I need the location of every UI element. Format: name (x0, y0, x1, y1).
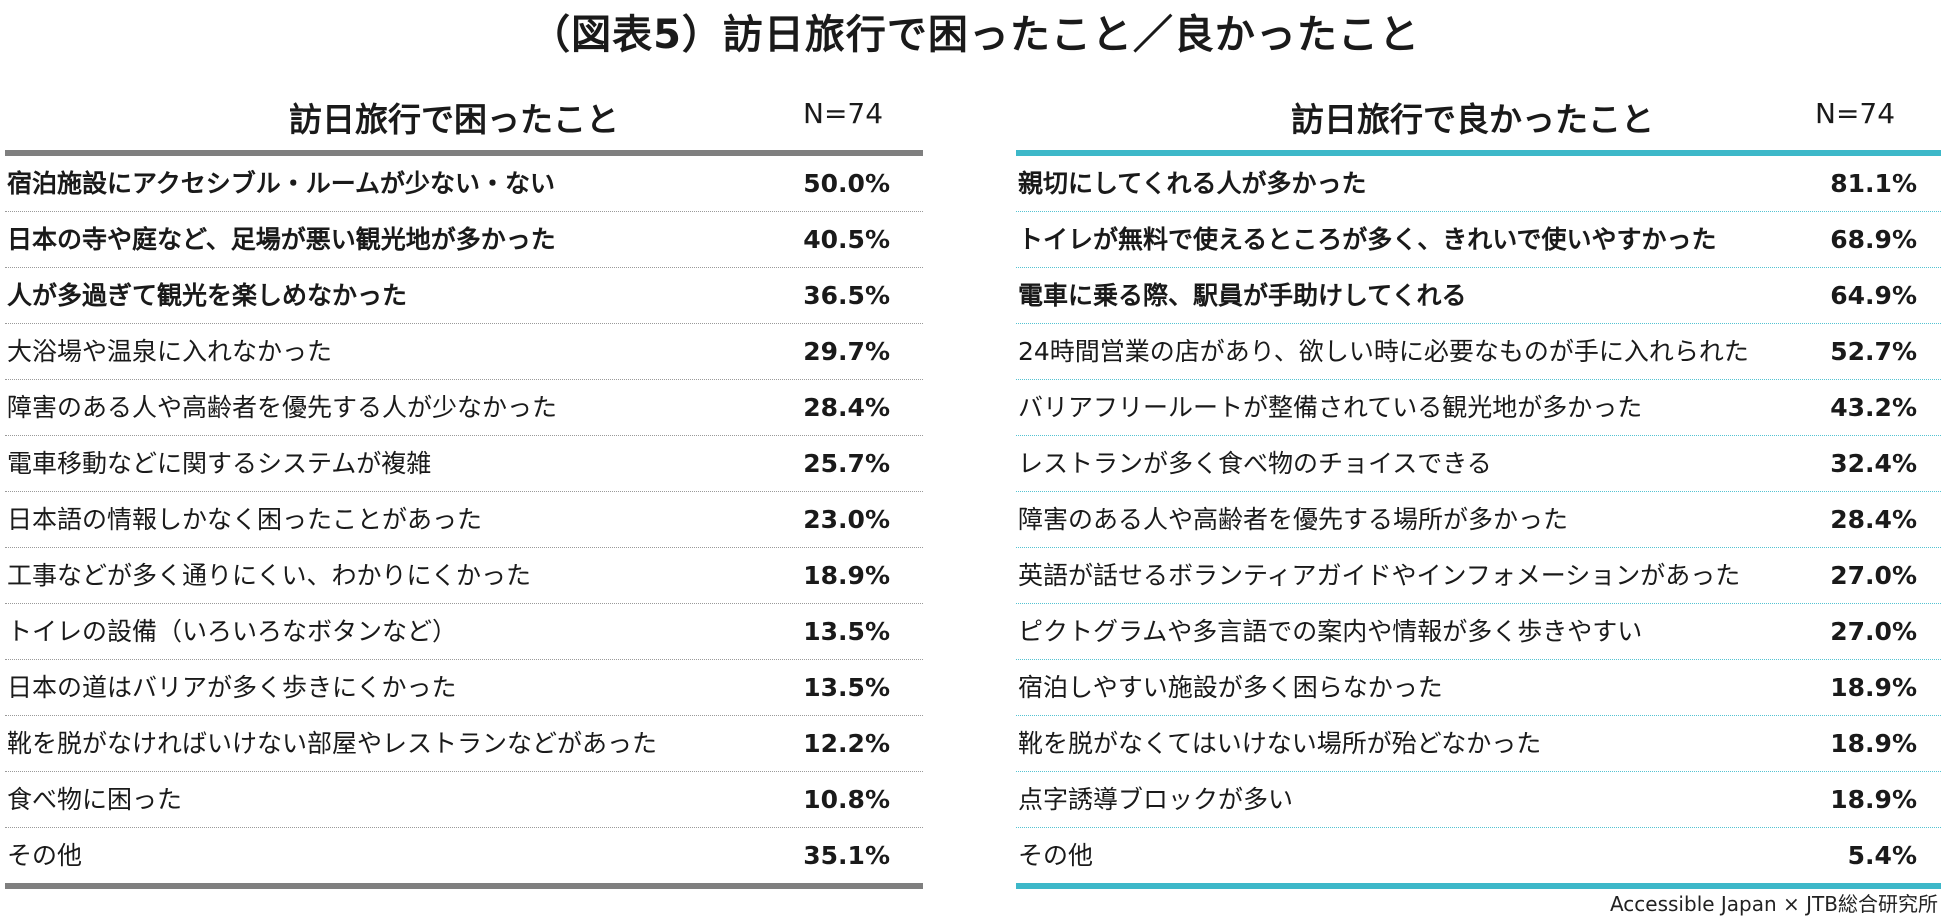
table-row: 靴を脱がなくてはいけない場所が殆どなかった 18.9% (1016, 716, 1941, 772)
row-percentage: 10.8% (803, 784, 890, 814)
table-row: 食べ物に困った 10.8% (5, 772, 923, 828)
good-points-table: 訪日旅行で良かったこと N=74 親切にしてくれる人が多かった 81.1% トイレが… (1016, 94, 1941, 889)
good-points-bottom-rule (1016, 883, 1941, 889)
table-row: 電車移動などに関するシステムが複雑 25.7% (5, 436, 923, 492)
table-row: その他 5.4% (1016, 828, 1941, 883)
row-label: 電車に乗る際、駅員が手助けしてくれる (1018, 280, 1467, 310)
good-points-rows: 親切にしてくれる人が多かった 81.1% トイレが無料で使えるところが多く、きれいで… (1016, 156, 1941, 883)
row-label: 英語が話せるボランティアガイドやインフォメーションがあった (1018, 560, 1741, 590)
good-points-top-rule (1016, 150, 1941, 156)
row-percentage: 13.5% (803, 616, 890, 646)
row-percentage: 43.2% (1830, 392, 1917, 422)
row-label: 日本語の情報しかなく困ったことがあった (7, 504, 483, 534)
row-label: 大浴場や温泉に入れなかった (7, 336, 333, 366)
row-percentage: 18.9% (1830, 728, 1917, 758)
row-label: 人が多過ぎて観光を楽しめなかった (7, 280, 408, 310)
row-label: 24時間営業の店があり、欲しい時に必要なものが手に入れられた (1018, 336, 1749, 366)
row-percentage: 32.4% (1830, 448, 1917, 478)
table-row: トイレが無料で使えるところが多く、きれいで使いやすかった 68.9% (1016, 212, 1941, 268)
row-percentage: 50.0% (803, 168, 890, 198)
row-label: 日本の道はバリアが多く歩きにくかった (7, 672, 457, 702)
row-percentage: 23.0% (803, 504, 890, 534)
table-row: 日本の道はバリアが多く歩きにくかった 13.5% (5, 660, 923, 716)
row-percentage: 18.9% (1830, 672, 1917, 702)
good-points-heading: 訪日旅行で良かったこと (1291, 100, 1654, 139)
good-points-sample-size: N=74 (1815, 97, 1896, 130)
row-label: 障害のある人や高齢者を優先する場所が多かった (1018, 504, 1569, 534)
row-label: 宿泊しやすい施設が多く困らなかった (1018, 672, 1443, 702)
table-row: 英語が話せるボランティアガイドやインフォメーションがあった 27.0% (1016, 548, 1941, 604)
troubles-top-rule (5, 150, 923, 156)
row-label: トイレが無料で使えるところが多く、きれいで使いやすかった (1018, 224, 1717, 254)
table-row: 電車に乗る際、駅員が手助けしてくれる 64.9% (1016, 268, 1941, 324)
row-label: 食べ物に困った (7, 784, 183, 814)
row-percentage: 81.1% (1830, 168, 1917, 198)
row-label: バリアフリールートが整備されている観光地が多かった (1018, 392, 1643, 422)
row-label: 点字誘導ブロックが多い (1018, 784, 1294, 814)
troubles-table-header: 訪日旅行で困ったこと N=74 (5, 94, 923, 150)
table-row: 靴を脱がなければいけない部屋やレストランなどがあった 12.2% (5, 716, 923, 772)
row-label: 日本の寺や庭など、足場が悪い観光地が多かった (7, 224, 556, 254)
row-percentage: 40.5% (803, 224, 890, 254)
row-percentage: 36.5% (803, 280, 890, 310)
table-row: 宿泊しやすい施設が多く困らなかった 18.9% (1016, 660, 1941, 716)
troubles-table: 訪日旅行で困ったこと N=74 宿泊施設にアクセシブル・ルームが少ない・ない 50… (5, 94, 923, 889)
table-row: バリアフリールートが整備されている観光地が多かった 43.2% (1016, 380, 1941, 436)
table-row: その他 35.1% (5, 828, 923, 883)
table-row: 人が多過ぎて観光を楽しめなかった 36.5% (5, 268, 923, 324)
table-row: 点字誘導ブロックが多い 18.9% (1016, 772, 1941, 828)
good-points-table-header: 訪日旅行で良かったこと N=74 (1016, 94, 1941, 150)
table-row: トイレの設備（いろいろなボタンなど） 13.5% (5, 604, 923, 660)
table-row: レストランが多く食べ物のチョイスできる 32.4% (1016, 436, 1941, 492)
row-percentage: 18.9% (1830, 784, 1917, 814)
row-label: 障害のある人や高齢者を優先する人が少なかった (7, 392, 558, 422)
source-credit: Accessible Japan × JTB総合研究所 (1609, 892, 1938, 916)
row-percentage: 5.4% (1847, 840, 1917, 870)
row-label: トイレの設備（いろいろなボタンなど） (7, 616, 458, 646)
table-row: 日本の寺や庭など、足場が悪い観光地が多かった 40.5% (5, 212, 923, 268)
row-label: その他 (1018, 840, 1094, 870)
table-row: 宿泊施設にアクセシブル・ルームが少ない・ない 50.0% (5, 156, 923, 212)
troubles-heading: 訪日旅行で困ったこと (289, 100, 619, 139)
row-percentage: 28.4% (1830, 504, 1917, 534)
row-percentage: 28.4% (803, 392, 890, 422)
table-row: 日本語の情報しかなく困ったことがあった 23.0% (5, 492, 923, 548)
table-row: 障害のある人や高齢者を優先する人が少なかった 28.4% (5, 380, 923, 436)
row-label: 宿泊施設にアクセシブル・ルームが少ない・ない (7, 168, 556, 198)
table-row: ピクトグラムや多言語での案内や情報が多く歩きやすい 27.0% (1016, 604, 1941, 660)
row-percentage: 27.0% (1830, 616, 1917, 646)
page-title: （図表5）訪日旅行で困ったこと／良かったこと (530, 12, 1420, 58)
table-row: 親切にしてくれる人が多かった 81.1% (1016, 156, 1941, 212)
table-row: 大浴場や温泉に入れなかった 29.7% (5, 324, 923, 380)
row-label: 靴を脱がなくてはいけない場所が殆どなかった (1018, 728, 1542, 758)
row-percentage: 35.1% (803, 840, 890, 870)
row-percentage: 29.7% (803, 336, 890, 366)
troubles-sample-size: N=74 (803, 97, 884, 130)
row-label: レストランが多く食べ物のチョイスできる (1018, 448, 1492, 478)
row-percentage: 64.9% (1830, 280, 1917, 310)
row-label: 靴を脱がなければいけない部屋やレストランなどがあった (7, 728, 658, 758)
troubles-bottom-rule (5, 883, 923, 889)
row-percentage: 13.5% (803, 672, 890, 702)
row-label: 工事などが多く通りにくい、わかりにくかった (7, 560, 532, 590)
row-percentage: 52.7% (1830, 336, 1917, 366)
table-row: 工事などが多く通りにくい、わかりにくかった 18.9% (5, 548, 923, 604)
row-label: ピクトグラムや多言語での案内や情報が多く歩きやすい (1018, 616, 1643, 646)
row-percentage: 12.2% (803, 728, 890, 758)
row-label: 電車移動などに関するシステムが複雑 (7, 448, 432, 478)
row-percentage: 25.7% (803, 448, 890, 478)
troubles-rows: 宿泊施設にアクセシブル・ルームが少ない・ない 50.0% 日本の寺や庭など、足場が悪… (5, 156, 923, 883)
row-label: その他 (7, 840, 83, 870)
table-row: 24時間営業の店があり、欲しい時に必要なものが手に入れられた 52.7% (1016, 324, 1941, 380)
table-row: 障害のある人や高齢者を優先する場所が多かった 28.4% (1016, 492, 1941, 548)
row-label: 親切にしてくれる人が多かった (1018, 168, 1367, 198)
row-percentage: 18.9% (803, 560, 890, 590)
row-percentage: 68.9% (1830, 224, 1917, 254)
row-percentage: 27.0% (1830, 560, 1917, 590)
